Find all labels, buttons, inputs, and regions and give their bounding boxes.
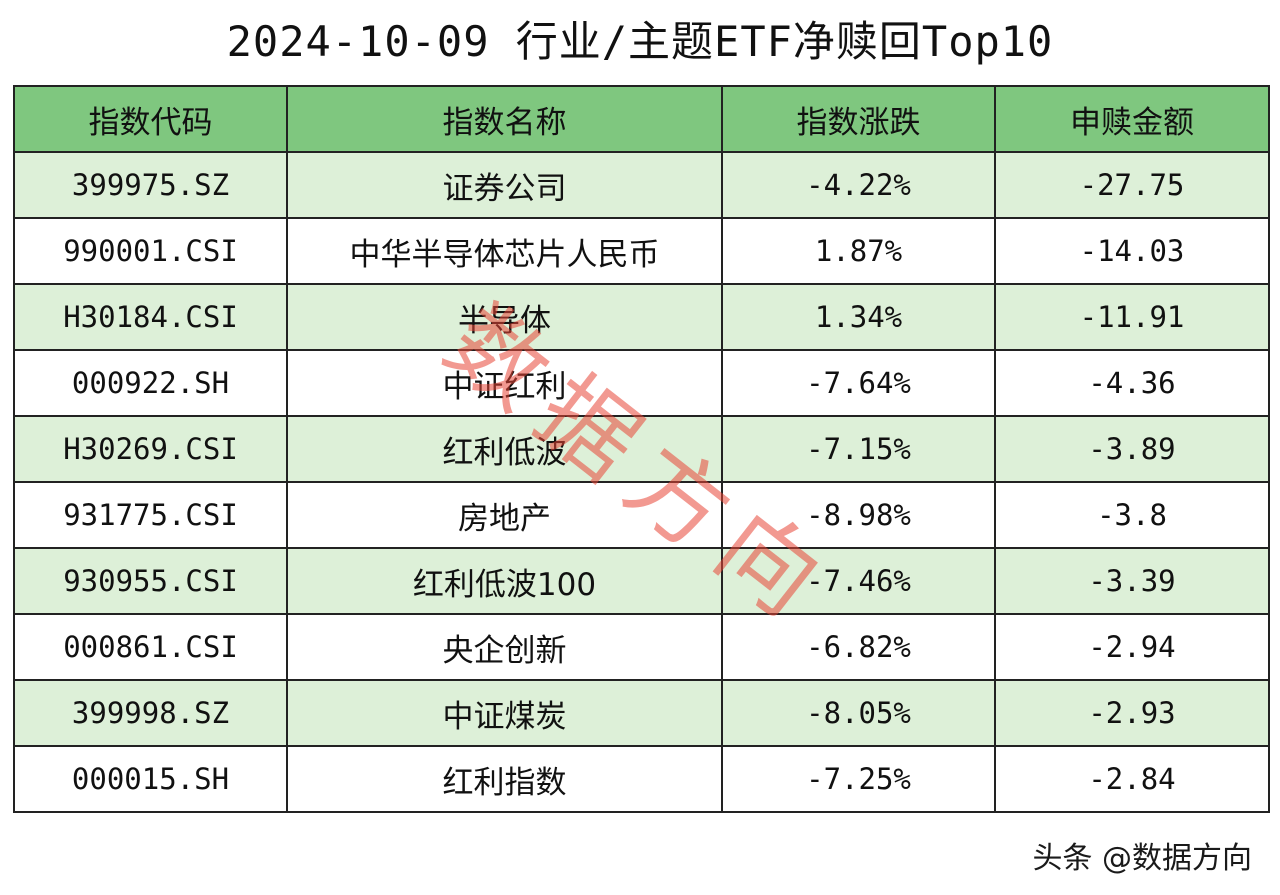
cell-index-change: -7.25% [721, 745, 996, 813]
cell-index-change: -7.64% [721, 349, 996, 417]
etf-redemption-table: 指数代码 指数名称 指数涨跌 申赎金额 399975.SZ 证券公司 -4.22… [13, 85, 1270, 813]
table-header-row: 指数代码 指数名称 指数涨跌 申赎金额 [13, 85, 1270, 153]
cell-index-name: 半导体 [286, 283, 723, 351]
cell-index-code: 990001.CSI [13, 217, 288, 285]
cell-redemption-amount: -3.89 [994, 415, 1270, 483]
cell-index-name: 红利指数 [286, 745, 723, 813]
table-row: 000861.CSI 央企创新 -6.82% -2.94 [13, 613, 1270, 681]
cell-index-change: 1.87% [721, 217, 996, 285]
cell-index-code: 399975.SZ [13, 151, 288, 219]
cell-index-name: 证券公司 [286, 151, 723, 219]
cell-index-code: 399998.SZ [13, 679, 288, 747]
cell-index-name: 红利低波100 [286, 547, 723, 615]
table-row: 931775.CSI 房地产 -8.98% -3.8 [13, 481, 1270, 549]
page-title: 2024-10-09 行业/主题ETF净赎回Top10 [226, 17, 1054, 66]
cell-redemption-amount: -11.91 [994, 283, 1270, 351]
cell-index-change: -7.15% [721, 415, 996, 483]
cell-index-code: H30269.CSI [13, 415, 288, 483]
cell-index-change: -8.98% [721, 481, 996, 549]
cell-redemption-amount: -3.39 [994, 547, 1270, 615]
header-index-name: 指数名称 [286, 85, 723, 153]
table-row: H30184.CSI 半导体 1.34% -11.91 [13, 283, 1270, 351]
cell-index-name: 中证红利 [286, 349, 723, 417]
table-row: 990001.CSI 中华半导体芯片人民币 1.87% -14.03 [13, 217, 1270, 285]
table-row: 930955.CSI 红利低波100 -7.46% -3.39 [13, 547, 1270, 615]
cell-index-code: 000861.CSI [13, 613, 288, 681]
cell-index-code: 000922.SH [13, 349, 288, 417]
cell-redemption-amount: -4.36 [994, 349, 1270, 417]
table-row: 399975.SZ 证券公司 -4.22% -27.75 [13, 151, 1270, 219]
cell-index-change: -4.22% [721, 151, 996, 219]
cell-redemption-amount: -2.94 [994, 613, 1270, 681]
cell-redemption-amount: -2.84 [994, 745, 1270, 813]
cell-index-name: 房地产 [286, 481, 723, 549]
cell-index-change: -8.05% [721, 679, 996, 747]
cell-index-code: H30184.CSI [13, 283, 288, 351]
table-row: 399998.SZ 中证煤炭 -8.05% -2.93 [13, 679, 1270, 747]
table-row: 000922.SH 中证红利 -7.64% -4.36 [13, 349, 1270, 417]
cell-index-name: 央企创新 [286, 613, 723, 681]
source-credit: 头条 @数据方向 [1032, 841, 1252, 876]
cell-redemption-amount: -14.03 [994, 217, 1270, 285]
cell-index-change: 1.34% [721, 283, 996, 351]
cell-index-change: -6.82% [721, 613, 996, 681]
cell-index-change: -7.46% [721, 547, 996, 615]
table-row: 000015.SH 红利指数 -7.25% -2.84 [13, 745, 1270, 813]
cell-index-code: 930955.CSI [13, 547, 288, 615]
header-redemption-amount: 申赎金额 [994, 85, 1270, 153]
cell-index-name: 红利低波 [286, 415, 723, 483]
header-index-code: 指数代码 [13, 85, 288, 153]
cell-index-code: 000015.SH [13, 745, 288, 813]
cell-redemption-amount: -2.93 [994, 679, 1270, 747]
cell-index-code: 931775.CSI [13, 481, 288, 549]
cell-redemption-amount: -27.75 [994, 151, 1270, 219]
table-row: H30269.CSI 红利低波 -7.15% -3.89 [13, 415, 1270, 483]
cell-index-name: 中证煤炭 [286, 679, 723, 747]
cell-index-name: 中华半导体芯片人民币 [286, 217, 723, 285]
cell-redemption-amount: -3.8 [994, 481, 1270, 549]
header-index-change: 指数涨跌 [721, 85, 996, 153]
